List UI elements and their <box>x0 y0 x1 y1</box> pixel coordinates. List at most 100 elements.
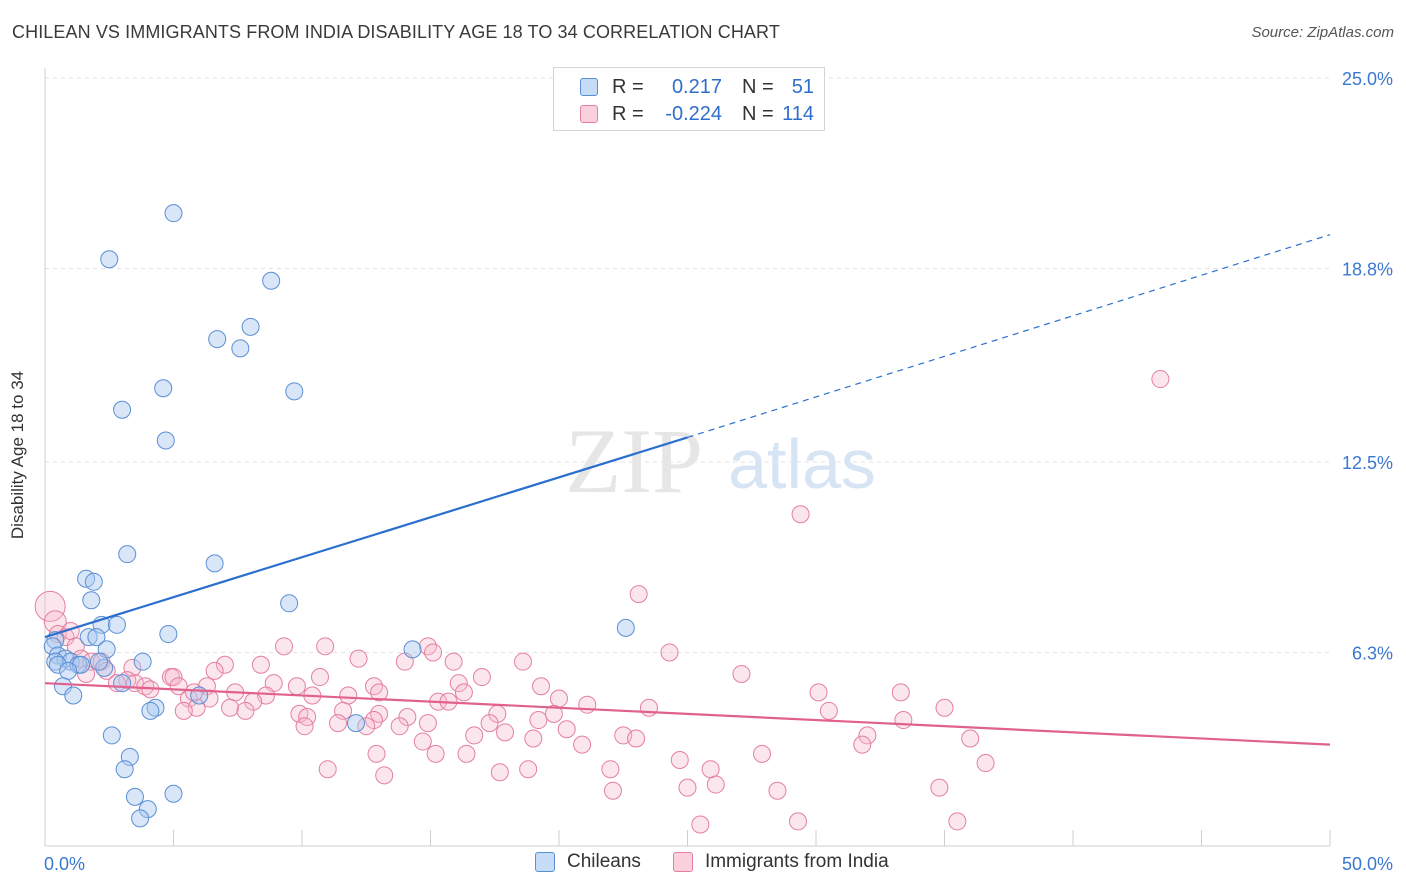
point-chilean-37 <box>53 677 72 696</box>
point-india-109 <box>185 683 204 702</box>
point-india-105 <box>691 815 710 834</box>
point-india-102 <box>603 781 622 800</box>
chart-title: CHILEAN VS IMMIGRANTS FROM INDIA DISABIL… <box>12 22 780 42</box>
point-india-93 <box>318 760 337 779</box>
point-india-104 <box>789 812 808 831</box>
point-india-110 <box>853 735 872 754</box>
point-india-78 <box>557 720 576 739</box>
legend-row-india: R = -0.224 N = 114 <box>580 102 814 126</box>
r-value: 0.217 <box>671 75 722 98</box>
grid-lines <box>45 77 1330 653</box>
point-chilean-42 <box>346 714 365 733</box>
point-india-44 <box>891 683 910 702</box>
point-india-2 <box>629 585 648 604</box>
point-india-94 <box>519 760 538 779</box>
point-chilean-19 <box>159 625 178 644</box>
point-india-51 <box>339 686 358 705</box>
point-india-60 <box>221 698 240 717</box>
x-tick-label-1: 50.0% <box>1342 854 1393 874</box>
point-india-71 <box>529 711 548 730</box>
point-chilean-5 <box>231 339 250 358</box>
point-chilean-4 <box>208 330 227 349</box>
point-india-112 <box>544 704 563 723</box>
point-chilean-13 <box>84 572 103 591</box>
point-chilean-28 <box>46 652 65 671</box>
point-india-76 <box>357 717 376 736</box>
point-chilean-1 <box>100 250 119 269</box>
point-india-97 <box>490 763 509 782</box>
point-india-58 <box>935 698 954 717</box>
point-india-57 <box>639 698 658 717</box>
point-india-9 <box>275 637 294 656</box>
legend-item-india: Immigrants from India <box>672 851 889 873</box>
point-india-88 <box>457 744 476 763</box>
point-india-10 <box>316 637 335 656</box>
point-india-79 <box>496 723 515 742</box>
point-india-26 <box>77 664 96 683</box>
point-india-74 <box>328 714 347 733</box>
point-india-91 <box>670 750 689 769</box>
point-india-12 <box>424 643 443 662</box>
point-chilean-31 <box>133 652 152 671</box>
point-chilean-8 <box>113 400 132 419</box>
legend-swatch-blue <box>580 78 598 96</box>
point-chilean-38 <box>64 686 83 705</box>
point-chilean-2 <box>262 271 281 290</box>
point-india-89 <box>753 744 772 763</box>
point-india-29 <box>164 668 183 687</box>
point-india-75 <box>390 717 409 736</box>
legend-item-chileans: Chileans <box>535 851 641 873</box>
legend-swatch-blue <box>535 852 555 872</box>
point-india-83 <box>961 729 980 748</box>
point-chilean-47 <box>164 784 183 803</box>
point-india-111 <box>367 744 386 763</box>
y-tick-label-0: 6.3% <box>1352 643 1393 663</box>
point-india-86 <box>524 729 543 748</box>
point-chilean-49 <box>131 809 150 828</box>
point-india-27 <box>732 664 751 683</box>
point-india-92 <box>976 754 995 773</box>
source-label: Source: ZipAtlas.com <box>1251 24 1394 41</box>
point-india-25 <box>205 661 224 680</box>
point-india-40 <box>287 677 306 696</box>
n-label: N = <box>742 102 774 125</box>
point-india-1 <box>791 505 810 524</box>
point-india-84 <box>627 729 646 748</box>
tick-labels: 6.3% 12.5% 18.8% 25.0% 0.0% 50.0% <box>44 69 1393 874</box>
point-chilean-40 <box>146 698 165 717</box>
watermark: ZIP atlas <box>565 410 876 512</box>
point-india-3 <box>34 590 66 622</box>
y-tick-label-1: 12.5% <box>1342 453 1393 473</box>
legend-swatch-pink <box>580 105 598 123</box>
trend-india <box>44 682 1331 746</box>
n-label: N = <box>742 75 774 98</box>
legend-row-chileans: R = 0.217 N = 51 <box>580 75 814 99</box>
point-india-48 <box>454 683 473 702</box>
point-india-17 <box>349 649 368 668</box>
point-chilean-23 <box>43 637 62 656</box>
point-india-19 <box>444 652 463 671</box>
point-india-56 <box>578 695 597 714</box>
point-india-64 <box>236 701 255 720</box>
r-label: R = <box>612 75 644 98</box>
point-india-37 <box>136 677 155 696</box>
r-label: R = <box>612 102 644 125</box>
trend-lines <box>44 234 1331 746</box>
point-chilean-33 <box>48 655 67 674</box>
x-tick-label-0: 0.0% <box>44 854 85 874</box>
point-chilean-15 <box>280 594 299 613</box>
point-india-103 <box>948 812 967 831</box>
point-india-42 <box>532 677 551 696</box>
point-india-99 <box>706 775 725 794</box>
point-india-31 <box>472 668 491 687</box>
point-india-87 <box>573 735 592 754</box>
point-india-0 <box>1151 370 1170 389</box>
trend-chileans-extension <box>687 234 1331 438</box>
point-chilean-45 <box>115 760 134 779</box>
point-chilean-35 <box>59 661 78 680</box>
point-india-108 <box>550 689 568 708</box>
axes <box>44 68 1331 847</box>
point-chilean-43 <box>102 726 121 745</box>
point-chilean-11 <box>205 554 224 573</box>
point-india-20 <box>514 652 533 671</box>
